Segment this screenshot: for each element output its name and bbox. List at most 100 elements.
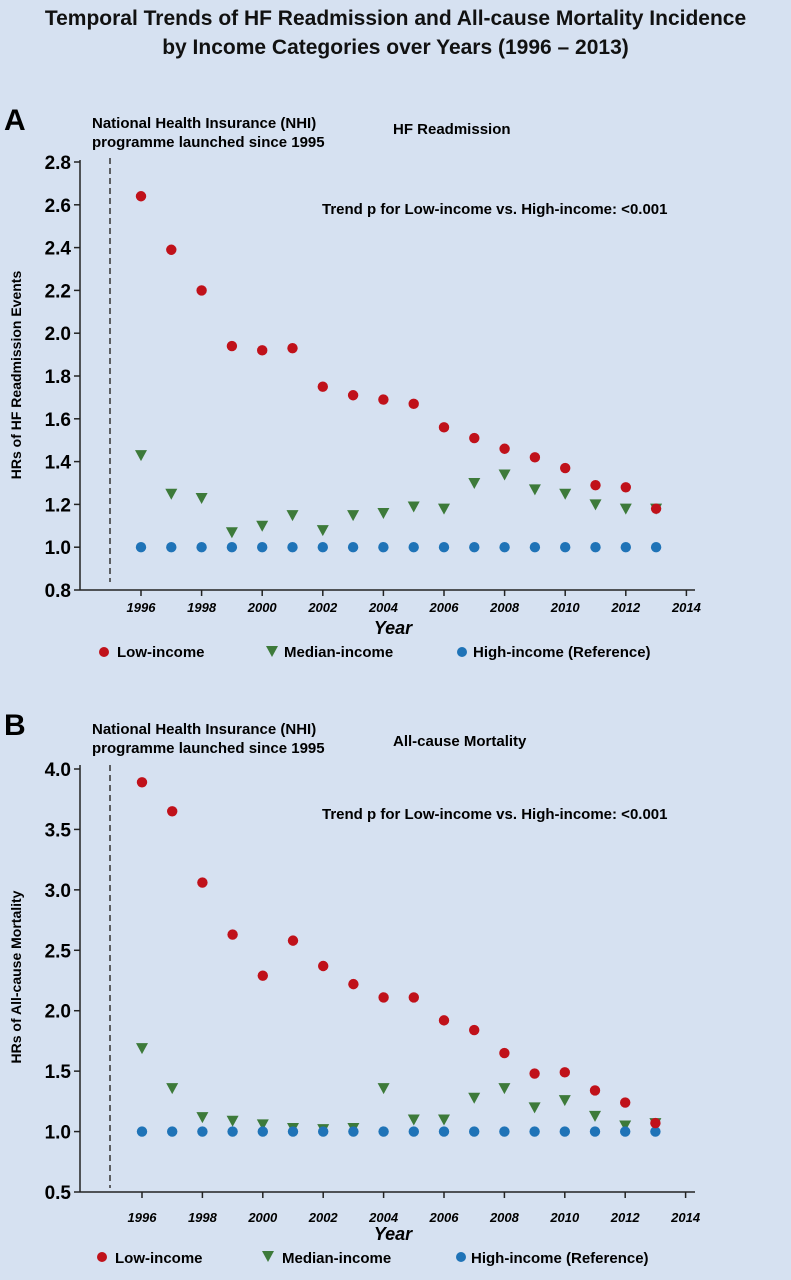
panel-b-point-median-income (136, 1043, 148, 1055)
panel-b-legend-high-marker (456, 1252, 466, 1262)
panel-a-marks (135, 191, 663, 553)
panel-a: A National Health Insurance (NHI) progra… (4, 104, 702, 661)
panel-b-trend-text: Trend p for Low-income vs. High-income: … (322, 806, 667, 823)
panel-b-point-low-income (167, 806, 178, 817)
panel-b-legend-low: Low-income (115, 1250, 203, 1267)
panel-b-x-tick-label: 2004 (368, 1210, 399, 1225)
panel-a-point-median-income (286, 510, 299, 522)
panel-a-y-label: HRs of HF Readmission Events (8, 271, 24, 480)
panel-b-point-median-income (196, 1112, 209, 1124)
panel-a-legend-low: Low-income (117, 644, 205, 661)
panel-b-point-high-income (589, 1126, 601, 1137)
panel-a-legend-median-marker (266, 646, 278, 657)
panel-a-legend-median: Median-income (284, 644, 393, 661)
panel-a-point-low-income (529, 452, 541, 463)
panel-a-point-high-income (650, 542, 662, 553)
panel-a-nhi-note-line1: National Health Insurance (NHI) (92, 115, 316, 132)
panel-a-point-median-income (589, 499, 602, 511)
panel-b-x-tick-label: 2002 (308, 1210, 339, 1225)
panel-a-point-median-income (498, 469, 511, 481)
panel-b-x-tick-label: 2010 (549, 1210, 580, 1225)
panel-a-trend-text: Trend p for Low-income vs. High-income: … (322, 201, 667, 218)
panel-a-point-low-income (166, 244, 177, 255)
panel-a-point-low-income (650, 503, 662, 514)
panel-b-point-low-income (227, 929, 238, 940)
panel-b-point-high-income (650, 1126, 661, 1137)
panel-a-point-high-income (408, 542, 419, 553)
panel-a-legend: Low-income Median-income High-income (Re… (99, 644, 651, 661)
panel-a-point-high-income (317, 542, 328, 553)
panel-b-point-high-income (318, 1126, 329, 1137)
panel-b-y-tick-label: 1.0 (45, 1123, 71, 1144)
panel-b-point-median-income (438, 1114, 450, 1126)
panel-a-point-high-income (438, 542, 450, 553)
panel-a-point-low-income (196, 285, 207, 296)
panel-a-point-low-income (469, 432, 480, 444)
panel-a-point-low-income (378, 394, 389, 405)
panel-a-y-tick-label: 2.2 (45, 281, 71, 302)
panel-b-y-label: HRs of All-cause Mortality (8, 890, 24, 1063)
panel-a-point-low-income (620, 482, 631, 493)
panel-b-point-median-income (226, 1115, 239, 1127)
panel-a-point-high-income (499, 542, 510, 553)
panel-a-point-high-income (257, 542, 268, 553)
panel-b-point-low-income (438, 1015, 450, 1026)
panel-b-point-high-income (348, 1126, 359, 1137)
panel-a-y-tick-label: 2.0 (45, 324, 71, 345)
panel-b-point-high-income (499, 1126, 510, 1137)
panel-b-y-tick-label: 2.5 (45, 941, 72, 962)
panel-b-point-high-income (620, 1126, 631, 1137)
panel-a-y-tick-label: 2.8 (45, 153, 71, 174)
panel-b-point-median-income (407, 1114, 420, 1126)
panel-b-point-high-income (287, 1126, 299, 1137)
panel-a-point-median-income (225, 527, 238, 539)
panel-a-point-low-income (590, 479, 601, 491)
panel-b-x-tick-label: 2012 (610, 1210, 641, 1225)
panel-a-point-low-income (408, 398, 419, 410)
panel-b-legend-high: High-income (Reference) (471, 1250, 649, 1267)
panel-b-point-high-income (227, 1126, 238, 1137)
panel-b-point-median-income (498, 1083, 511, 1095)
panel-b-letter: B (4, 709, 26, 742)
panel-b-x-tick-label: 1998 (188, 1210, 218, 1225)
panel-a-ticks: 0.8 1.0 1.2 1.4 1.6 1.8 2.0 2.2 2.4 2.6 2.8 1996 199… (45, 153, 702, 615)
panel-a-point-high-income (287, 542, 298, 553)
panel-b-legend-low-marker (97, 1252, 107, 1262)
panel-a-letter: A (4, 104, 26, 137)
panel-a-y-tick-label: 0.8 (45, 581, 71, 602)
panel-a-y-tick-label: 2.6 (45, 196, 71, 217)
panel-a-x-tick-label: 2000 (247, 600, 278, 615)
panel-b-point-high-income (257, 1126, 268, 1137)
panel-a-x-tick-label: 2012 (610, 600, 641, 615)
panel-a-point-low-income (438, 422, 450, 433)
panel-b-ticks: 0.5 1.0 1.5 2.0 2.5 3.0 3.5 4.0 1996 1998 2000 2002… (45, 760, 701, 1225)
panel-b-point-low-income (559, 1067, 570, 1078)
figure-title-line1: Temporal Trends of HF Readmission and Al… (44, 7, 747, 30)
panel-b-point-high-income (378, 1126, 389, 1137)
panel-a-point-low-income (347, 390, 359, 401)
panel-a-point-high-income (347, 542, 359, 553)
panel-a-legend-high-marker (457, 647, 467, 657)
panel-b-point-median-income (256, 1119, 269, 1131)
panel-a-point-high-income (590, 542, 601, 553)
panel-a-y-tick-label: 1.8 (45, 367, 71, 388)
panel-a-point-low-income (135, 191, 147, 202)
panel-a-point-high-income (196, 542, 207, 553)
panel-b-y-tick-label: 2.0 (45, 1002, 71, 1023)
panel-b-nhi-note-line1: National Health Insurance (NHI) (92, 721, 316, 738)
panel-a-point-low-income (287, 342, 298, 354)
panel-a-y-tick-label: 1.2 (45, 495, 71, 516)
panel-b-point-high-income (408, 1126, 419, 1137)
panel-a-point-high-income (560, 542, 571, 553)
panel-a-x-tick-label: 1996 (127, 600, 157, 615)
panel-b-x-label: Year (374, 1224, 413, 1244)
panel-a-point-high-income (135, 542, 147, 553)
panel-b-legend-median: Median-income (282, 1250, 391, 1267)
panel-b-point-low-income (136, 777, 148, 788)
panel-a-point-median-income (438, 503, 450, 515)
panel-b-legend-median-marker (262, 1251, 274, 1262)
panel-b-x-tick-label: 2006 (429, 1210, 460, 1225)
panel-a-nhi-note-line2: programme launched since 1995 (92, 134, 325, 151)
panel-b-title: All-cause Mortality (393, 733, 527, 750)
